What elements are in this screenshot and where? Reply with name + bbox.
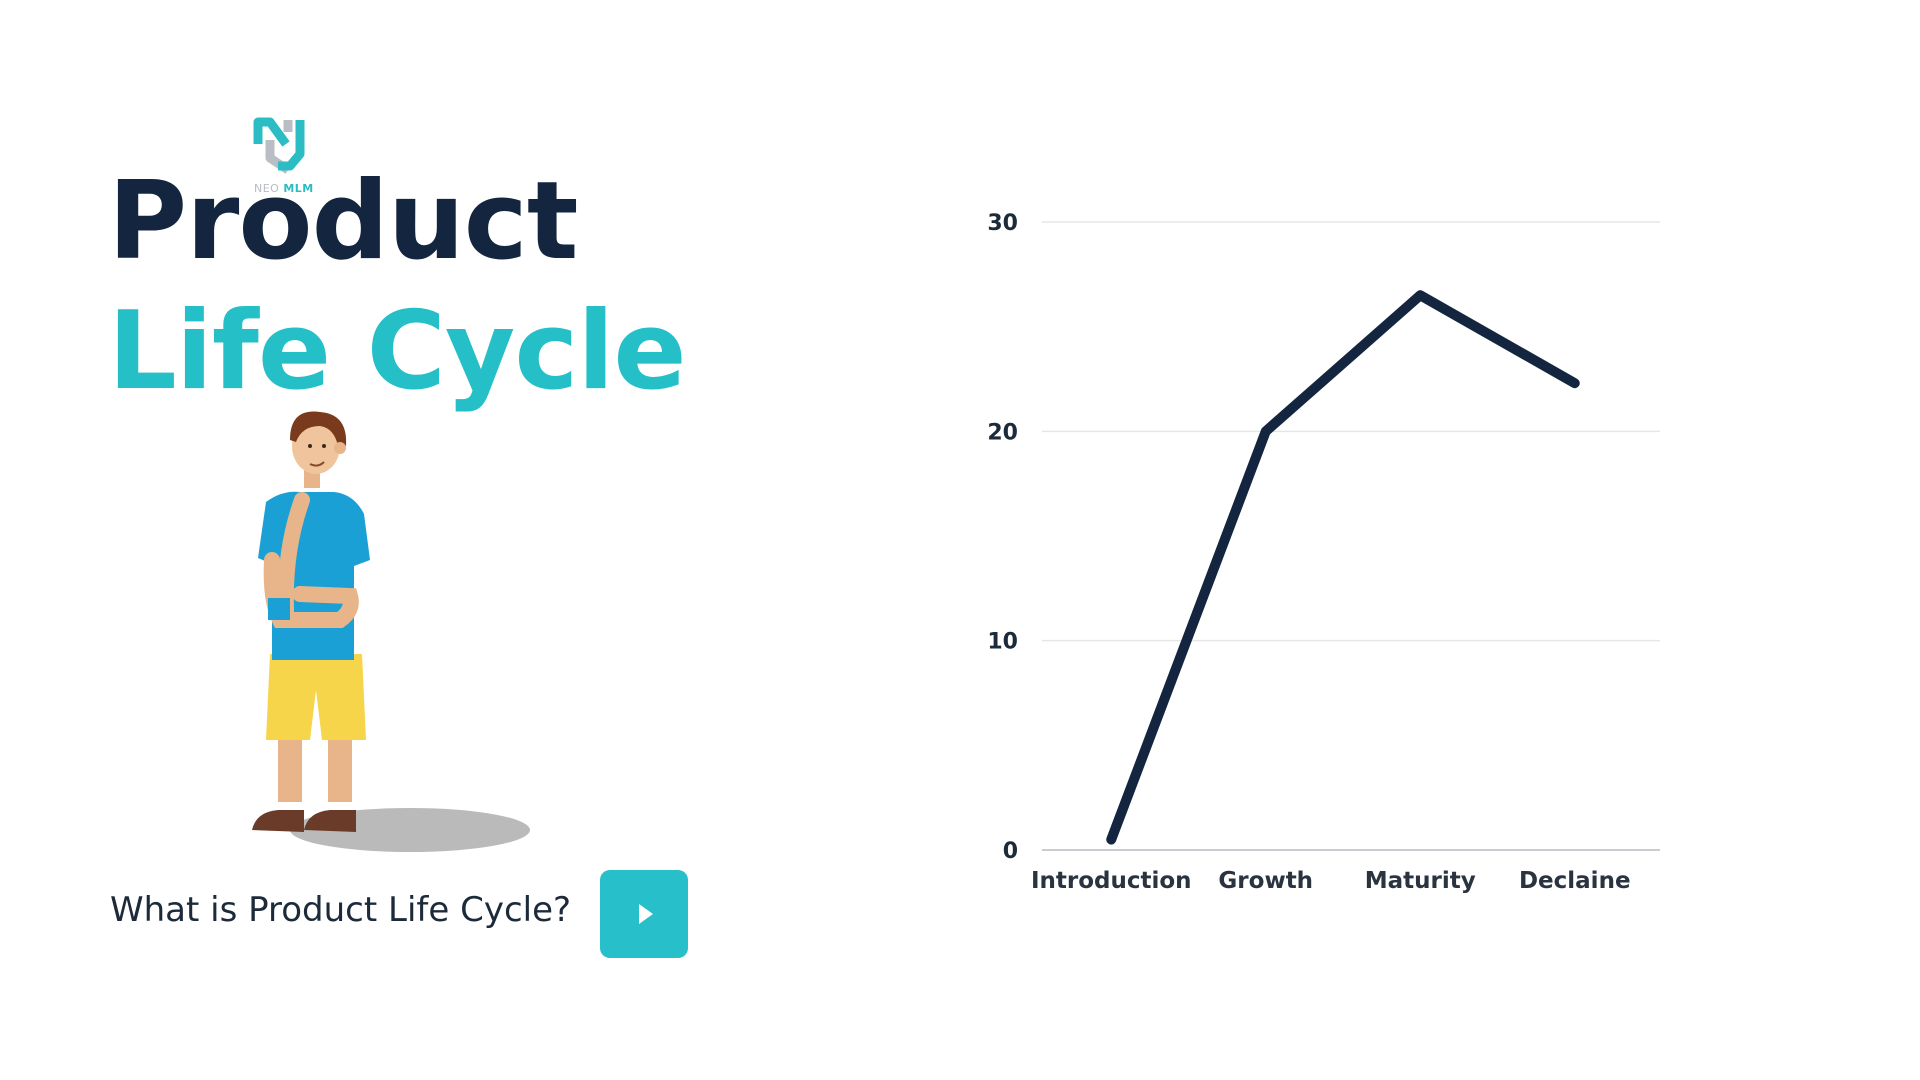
thinking-person-illustration [252, 411, 530, 852]
play-icon [639, 904, 653, 924]
y-tick-label: 30 [987, 211, 1018, 236]
y-tick-label: 20 [987, 420, 1018, 445]
x-tick-label: Growth [1218, 868, 1313, 894]
data-point [1571, 380, 1578, 387]
data-point [1262, 428, 1269, 435]
question-text: What is Product Life Cycle? [110, 890, 572, 930]
chart-grid [1042, 221, 1660, 851]
y-tick-label: 0 [1003, 839, 1018, 864]
logo-brand: MLM [283, 182, 314, 195]
x-tick-label: Maturity [1365, 868, 1476, 894]
page-title-line1: Product [108, 159, 578, 284]
y-tick-label: 10 [987, 630, 1018, 655]
data-point [1108, 836, 1115, 843]
data-point [1417, 292, 1424, 299]
x-tick-label: Declaine [1519, 868, 1631, 894]
logo-wordmark: NEO MLM [254, 182, 324, 195]
y-axis-ticks: 0 10 20 30 [987, 211, 1018, 864]
x-axis-ticks: Introduction Growth Maturity Declaine [1031, 868, 1631, 894]
chart-series [1106, 290, 1580, 845]
life-cycle-line-chart: 0 10 20 30 Introduction Growth Maturity Declai… [987, 211, 1660, 894]
series-line [1106, 290, 1580, 845]
page-title-line2: Life Cycle [108, 289, 687, 414]
play-button[interactable] [600, 870, 688, 958]
logo-prefix: NEO [254, 182, 280, 195]
neo-mlm-logo [253, 117, 305, 174]
x-tick-label: Introduction [1031, 868, 1192, 894]
